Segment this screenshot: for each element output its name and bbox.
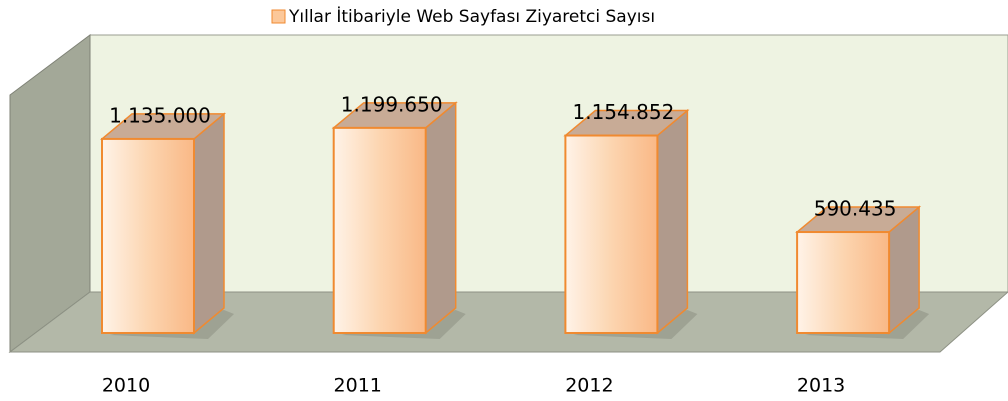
bar	[332, 126, 427, 334]
x-tick-label: 2012	[565, 375, 613, 397]
bar	[796, 231, 891, 334]
bar-side	[656, 108, 689, 335]
bar	[564, 134, 659, 334]
bar	[101, 137, 195, 334]
data-label: 1.199.650	[341, 92, 443, 116]
floor	[8, 291, 1008, 353]
x-tick-label: 2010	[102, 375, 150, 397]
x-tick-label: 2013	[797, 375, 845, 397]
x-tick-label: 2011	[334, 375, 382, 397]
legend-swatch	[271, 9, 286, 24]
data-label: 1.154.852	[573, 100, 675, 124]
bar-side	[424, 101, 457, 335]
bar-side	[193, 112, 225, 335]
legend-label: Yıllar İtibariyle Web Sayfası Ziyaretci …	[288, 6, 655, 27]
data-label: 1.135.000	[109, 103, 211, 127]
data-label: 590.435	[814, 197, 897, 221]
